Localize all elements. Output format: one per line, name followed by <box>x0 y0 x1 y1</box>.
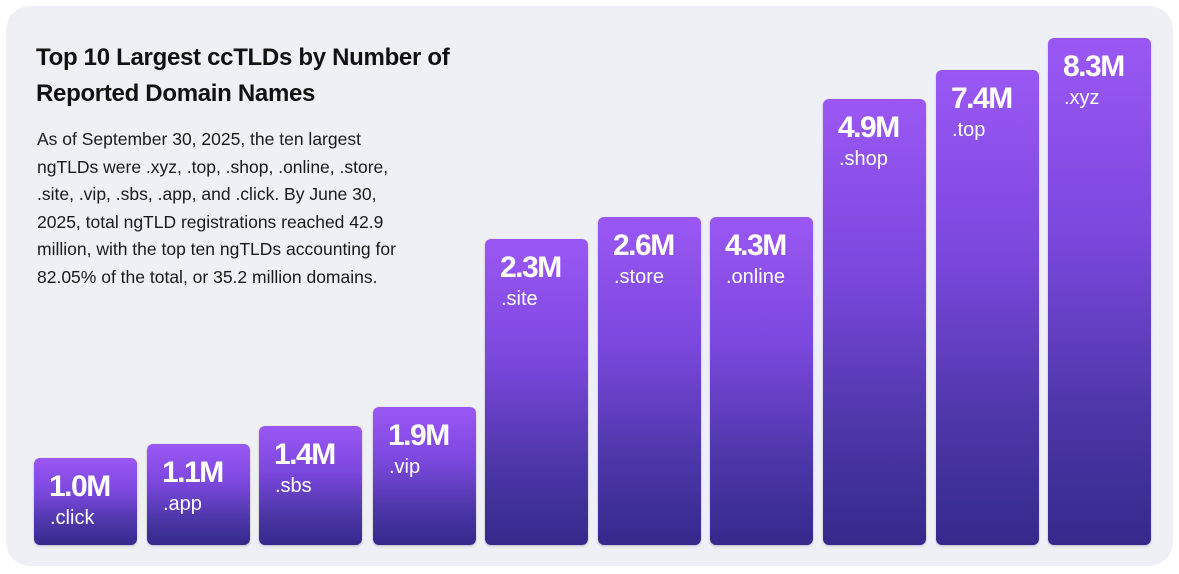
bar-value: 1.9M <box>388 419 450 452</box>
bar-value: 1.0M <box>49 470 111 503</box>
bar-value: 2.6M <box>613 229 675 262</box>
bar-value: 1.4M <box>274 438 336 471</box>
bar-label: .shop <box>839 148 888 170</box>
bar-site: 2.3M .site <box>485 239 588 545</box>
bar-label: .online <box>726 266 785 288</box>
bar-store: 2.6M .store <box>598 217 701 545</box>
bar-vip: 1.9M .vip <box>373 407 476 545</box>
bar-label: .click <box>50 507 95 529</box>
bar-value: 1.1M <box>162 456 224 489</box>
bar-click: 1.0M .click <box>34 458 137 545</box>
bar-value: 8.3M <box>1063 50 1125 83</box>
bar-shop: 4.9M .shop <box>823 99 926 545</box>
bar-label: .site <box>501 288 538 310</box>
chart-description: As of September 30, 2025, the ten larges… <box>37 129 396 287</box>
bar-label: .top <box>952 119 986 141</box>
bar-label: .app <box>163 493 202 515</box>
bar-value: 4.9M <box>838 111 900 144</box>
bar-label: .sbs <box>275 475 312 497</box>
chart-title: Top 10 Largest ccTLDs by Number of Repor… <box>36 44 450 107</box>
bar-app: 1.1M .app <box>147 444 250 545</box>
bar-label: .vip <box>389 456 421 478</box>
bar-sbs: 1.4M .sbs <box>259 426 362 545</box>
bar-label: .store <box>614 266 665 288</box>
bar-value: 4.3M <box>725 229 787 262</box>
bar-value: 2.3M <box>500 251 562 284</box>
bar-online: 4.3M .online <box>710 217 813 545</box>
bar-value: 7.4M <box>951 82 1013 115</box>
bar-xyz: 8.3M .xyz <box>1048 38 1151 545</box>
bar-label: .xyz <box>1064 87 1100 109</box>
bar-top: 7.4M .top <box>936 70 1039 545</box>
